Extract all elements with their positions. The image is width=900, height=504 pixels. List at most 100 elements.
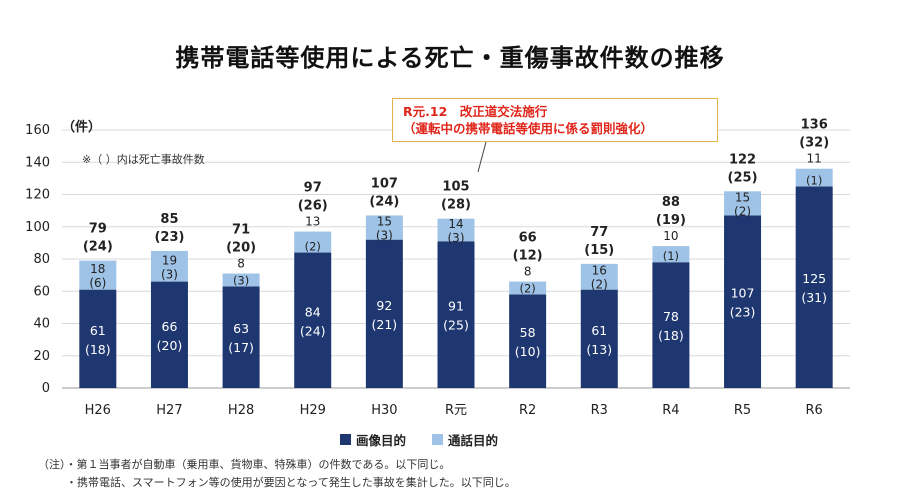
x-tick-label-R2: R2 (519, 403, 536, 418)
label-tsuwa-R5: 15 (735, 190, 750, 204)
label-total-R3: 77 (590, 225, 608, 240)
footnote-2: ・携帯電話、スマートフォン等の使用が要因となって発生した事故を集計した。以下同じ… (66, 476, 516, 489)
label-gazou-fatal-H27: (20) (157, 338, 183, 353)
label-tsuwa-fatal-R2: (2) (519, 281, 535, 295)
legend-swatch-tsuwa (432, 434, 444, 445)
x-tick-label-H30: H30 (371, 403, 397, 418)
annotation-line-1: R元.12 改正道交法施行 (403, 104, 548, 119)
bar-tsuwa-R元 (437, 218, 475, 242)
label-tsuwa-R3: 16 (592, 264, 607, 278)
label-tsuwa-fatal-R3: (2) (591, 278, 608, 292)
label-gazou-fatal-R4: (18) (658, 328, 684, 343)
label-total-fatal-H26: (24) (83, 240, 113, 255)
bar-tsuwa-R3 (580, 263, 618, 290)
label-total-fatal-R2: (12) (513, 249, 543, 264)
label-total-R2: 66 (519, 231, 537, 246)
label-gazou-R2: 58 (520, 325, 536, 340)
x-tick-label-R元: R元 (445, 403, 467, 418)
label-gazou-fatal-R3: (13) (586, 342, 612, 357)
y-tick-label-20: 20 (33, 349, 50, 364)
label-gazou-H29: 84 (305, 304, 321, 319)
label-total-H26: 79 (89, 222, 107, 237)
x-tick-label-R3: R3 (591, 403, 608, 418)
label-tsuwa-fatal-H26: (6) (89, 276, 106, 290)
y-tick-label-140: 140 (25, 155, 50, 170)
x-tick-label-R5: R5 (734, 403, 751, 418)
legend-label-gazou: 画像目的 (356, 433, 407, 448)
label-gazou-fatal-R2: (10) (515, 344, 541, 359)
bar-tsuwa-H29 (294, 231, 332, 253)
label-gazou-fatal-H28: (17) (228, 340, 254, 355)
label-tsuwa-H29: 13 (305, 215, 320, 229)
label-gazou-H28: 63 (233, 321, 249, 336)
y-tick-label-60: 60 (33, 284, 50, 299)
label-total-H30: 107 (371, 176, 398, 191)
label-tsuwa-H27: 19 (162, 253, 177, 267)
bar-gazou-R元 (437, 241, 475, 388)
label-tsuwa-fatal-R4: (1) (663, 249, 679, 263)
bar-gazou-H29 (294, 252, 332, 388)
parenthesis-note: ※（ ）内は死亡事故件数 (82, 153, 205, 166)
y-axis-unit-label: （件） (62, 120, 102, 135)
label-tsuwa-R元: 14 (448, 217, 463, 231)
bar-gazou-R6 (795, 186, 833, 388)
chart-title: 携帯電話等使用による死亡・重傷事故件数の推移 (175, 44, 725, 72)
label-total-R6: 136 (801, 118, 828, 133)
label-gazou-fatal-R元: (25) (443, 318, 469, 333)
y-tick-label-120: 120 (25, 188, 50, 203)
legend-label-tsuwa: 通話目的 (448, 433, 499, 448)
bar-gazou-H30 (365, 239, 403, 388)
chart-legend: 画像目的 通話目的 (340, 430, 498, 449)
label-tsuwa-R6: 11 (807, 152, 822, 166)
x-tick-label-H28: H28 (228, 403, 254, 418)
label-tsuwa-H28: 8 (237, 257, 245, 271)
bar-tsuwa-R4 (652, 246, 690, 263)
law-revision-annotation: R元.12 改正道交法施行 （運転中の携帯電話等使用に係る罰則強化） (392, 98, 718, 142)
bar-tsuwa-R2 (509, 281, 547, 295)
y-tick-label-100: 100 (25, 220, 50, 235)
bar-gazou-R4 (652, 262, 690, 388)
label-total-fatal-H28: (20) (226, 241, 256, 256)
y-tick-label-80: 80 (33, 252, 50, 267)
bar-gazou-R5 (724, 215, 762, 388)
label-tsuwa-fatal-R元: (3) (448, 231, 465, 245)
label-tsuwa-fatal-H27: (3) (161, 267, 178, 281)
y-tick-label-160: 160 (25, 123, 50, 138)
legend-item-tsuwa: 通話目的 (432, 430, 498, 449)
bar-tsuwa-H30 (365, 215, 403, 240)
label-gazou-fatal-R6: (31) (801, 290, 827, 305)
y-tick-label-40: 40 (33, 317, 50, 332)
label-gazou-fatal-H29: (24) (300, 323, 326, 338)
label-total-H28: 71 (232, 223, 250, 238)
bar-tsuwa-H27 (150, 250, 188, 282)
label-total-fatal-H29: (26) (298, 199, 328, 214)
x-tick-label-R4: R4 (662, 403, 679, 418)
annotation-pointer-line (477, 141, 487, 173)
label-total-H27: 85 (160, 212, 178, 227)
label-tsuwa-fatal-H30: (3) (376, 229, 393, 243)
bar-tsuwa-R5 (724, 191, 762, 216)
label-total-fatal-H27: (23) (154, 230, 184, 245)
bar-gazou-H28 (222, 286, 260, 388)
x-tick-label-R6: R6 (806, 403, 823, 418)
label-total-fatal-R3: (15) (584, 243, 614, 258)
label-tsuwa-R2: 8 (524, 265, 532, 279)
legend-swatch-gazou (340, 434, 351, 445)
x-tick-label-H26: H26 (85, 403, 111, 418)
annotation-line-2: （運転中の携帯電話等使用に係る罰則強化） (403, 121, 654, 136)
label-total-H29: 97 (304, 181, 322, 196)
bar-gazou-H26 (79, 289, 117, 388)
label-tsuwa-fatal-H29: (2) (305, 240, 321, 254)
x-tick-label-H27: H27 (156, 403, 182, 418)
label-tsuwa-fatal-R6: (1) (806, 173, 822, 187)
label-gazou-H30: 92 (376, 298, 392, 313)
label-gazou-fatal-R5: (23) (730, 305, 756, 320)
label-total-R5: 122 (729, 152, 756, 167)
label-gazou-H27: 66 (162, 319, 178, 334)
label-total-fatal-R元: (28) (441, 198, 471, 213)
label-gazou-fatal-H30: (21) (372, 317, 398, 332)
label-gazou-R5: 107 (731, 286, 755, 301)
footnote-1: （注）・第１当事者が自動車（乗用車、貨物車、特殊車）の件数である。以下同じ。 (38, 458, 451, 471)
label-total-fatal-R5: (25) (728, 170, 758, 185)
